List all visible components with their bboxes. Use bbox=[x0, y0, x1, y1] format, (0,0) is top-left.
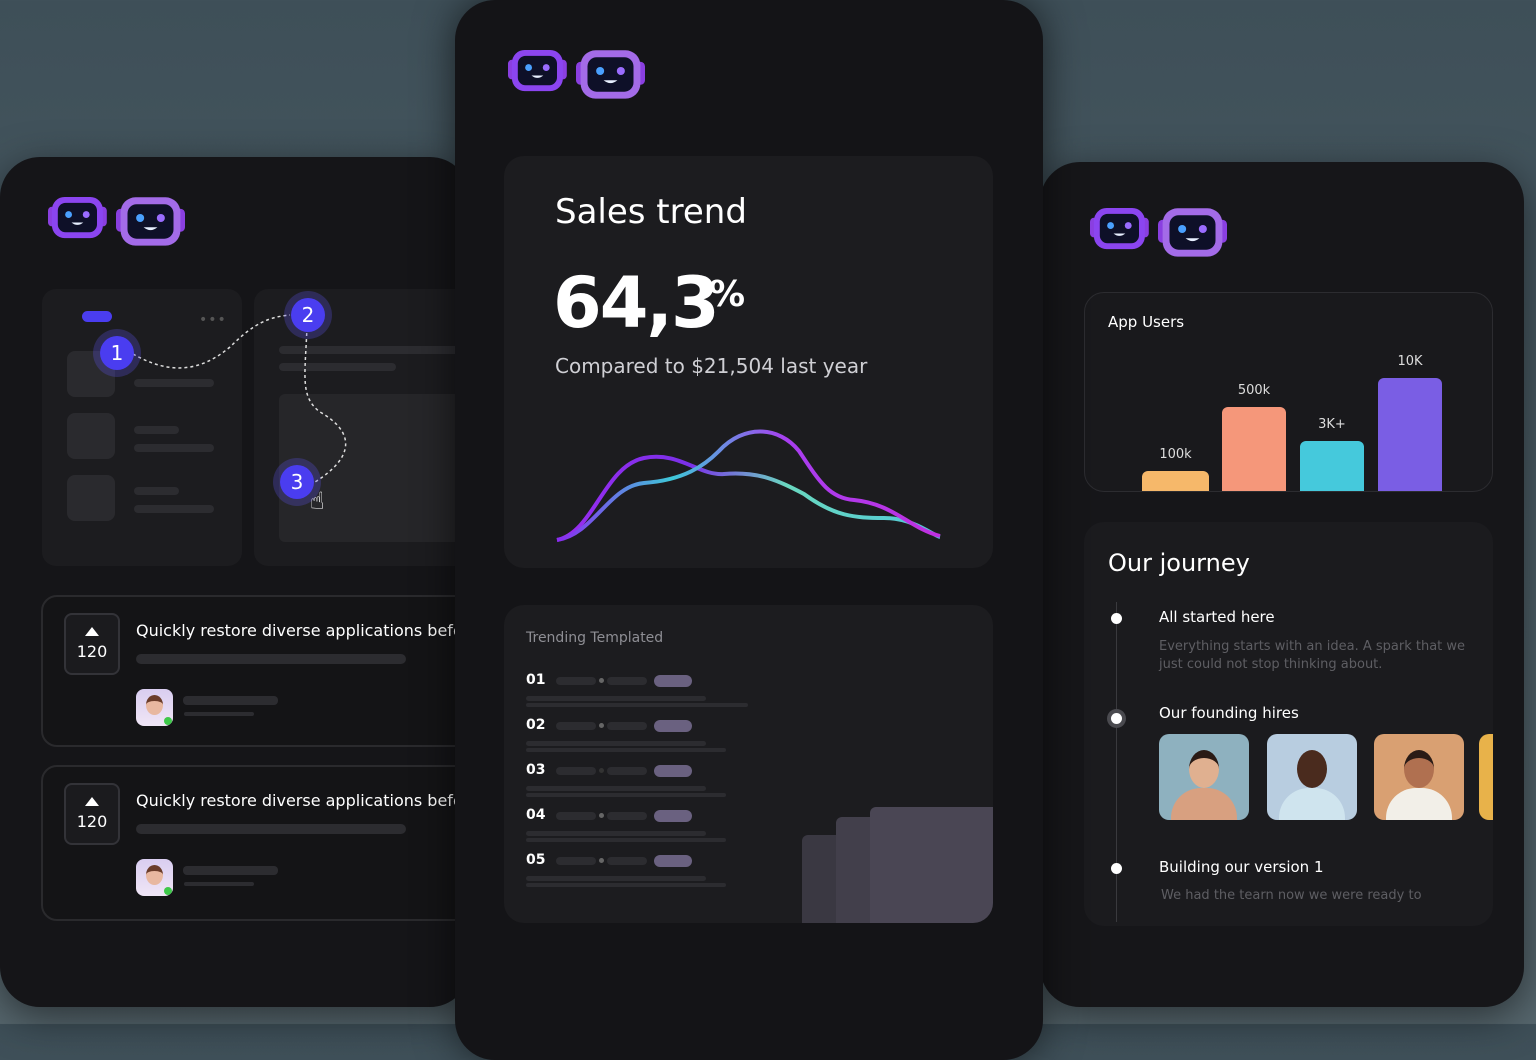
founder-photo[interactable] bbox=[1159, 734, 1249, 820]
upvote-button[interactable]: 120 bbox=[64, 613, 120, 675]
online-status-icon bbox=[164, 887, 172, 895]
online-status-icon bbox=[164, 717, 172, 725]
bar-label: 100k bbox=[1159, 447, 1192, 462]
post-title: Quickly restore diverse applications bef… bbox=[136, 791, 462, 810]
post-card[interactable]: 120 Quickly restore diverse applications… bbox=[41, 765, 470, 921]
step-3-marker[interactable]: 3 bbox=[280, 465, 314, 499]
timeline-step-title: Our founding hires bbox=[1159, 704, 1299, 722]
robot-logo-icon bbox=[508, 48, 658, 112]
post-card[interactable]: 120 Quickly restore diverse applications… bbox=[41, 595, 470, 747]
left-panel: ••• 1 2 3 ☝ 120 Quickly restore diverse … bbox=[0, 157, 470, 1007]
bar-10K bbox=[1378, 378, 1442, 491]
sales-value: 64,3 bbox=[553, 262, 720, 344]
upvote-icon bbox=[85, 627, 99, 636]
bar-label: 500k bbox=[1237, 383, 1271, 398]
vote-count: 120 bbox=[76, 642, 108, 661]
founder-photo[interactable] bbox=[1267, 734, 1357, 820]
tag-pill bbox=[654, 810, 692, 822]
trending-rank: 05 bbox=[526, 852, 546, 868]
trending-card: Trending Templated 01 02 03 04 05 bbox=[504, 605, 993, 923]
sales-trend-card: Sales trend 64,3 % Compared to $21,504 l… bbox=[504, 156, 993, 568]
trend-line-b bbox=[556, 429, 941, 542]
trending-rank: 01 bbox=[526, 672, 546, 688]
vote-count: 120 bbox=[76, 812, 108, 831]
sales-trend-lines bbox=[556, 429, 941, 542]
avatar bbox=[136, 689, 173, 726]
bar-label: 10K bbox=[1397, 354, 1423, 369]
trending-title: Trending Templated bbox=[526, 630, 664, 646]
bar-label: 3K+ bbox=[1318, 417, 1346, 432]
bar-100k bbox=[1142, 471, 1209, 491]
tag-pill bbox=[654, 720, 692, 732]
content-mock bbox=[254, 289, 470, 566]
timeline-step-title: All started here bbox=[1159, 608, 1275, 626]
center-panel: Sales trend 64,3 % Compared to $21,504 l… bbox=[455, 0, 1043, 1060]
template-preview[interactable] bbox=[870, 807, 993, 923]
robot-logo-icon bbox=[48, 195, 198, 259]
image-icon[interactable] bbox=[67, 413, 115, 459]
app-users-card: App Users 100k 500k 3K+ 10K bbox=[1084, 292, 1493, 492]
timeline-step-title: Building our version 1 bbox=[1159, 858, 1324, 876]
bar-3K+ bbox=[1300, 441, 1364, 491]
app-users-title: App Users bbox=[1108, 313, 1185, 331]
post-title: Quickly restore diverse applications bef… bbox=[136, 621, 462, 640]
robot-logo-icon bbox=[1090, 206, 1240, 270]
upvote-icon bbox=[85, 797, 99, 806]
sidebar-mock: ••• bbox=[42, 289, 242, 566]
trending-rank: 04 bbox=[526, 807, 546, 823]
trending-rank: 02 bbox=[526, 717, 546, 733]
trending-rank: 03 bbox=[526, 762, 546, 778]
timeline-step-text: We had the tearn now we were ready to bbox=[1161, 888, 1422, 903]
hand-cursor-icon: ☝ bbox=[310, 487, 325, 515]
right-panel: App Users 100k 500k 3K+ 10K Our journey All… bbox=[1040, 162, 1524, 1007]
timeline-dot-active bbox=[1111, 713, 1122, 724]
journey-card: Our journey All started here Everything … bbox=[1084, 522, 1493, 926]
bar-chart: 100k 500k 3K+ 10K bbox=[1085, 293, 1492, 491]
upvote-button[interactable]: 120 bbox=[64, 783, 120, 845]
timeline-dot bbox=[1111, 863, 1122, 874]
tag-pill bbox=[654, 765, 692, 777]
timeline-step-text: Everything starts with an idea. A spark … bbox=[1159, 639, 1466, 672]
pie-chart-icon[interactable] bbox=[67, 475, 115, 521]
onboarding-path bbox=[132, 314, 347, 483]
sales-trend-title: Sales trend bbox=[555, 192, 747, 232]
timeline-dot bbox=[1111, 613, 1122, 624]
trend-line-a bbox=[556, 454, 941, 542]
tag-pill bbox=[654, 855, 692, 867]
step-2-marker[interactable]: 2 bbox=[291, 298, 325, 332]
tag-pill bbox=[654, 675, 692, 687]
timeline-line bbox=[1116, 602, 1117, 922]
founder-photo[interactable] bbox=[1479, 734, 1493, 820]
journey-title: Our journey bbox=[1108, 549, 1250, 577]
sales-comparison: Compared to $21,504 last year bbox=[555, 354, 868, 378]
active-indicator bbox=[82, 311, 112, 322]
step-1-marker[interactable]: 1 bbox=[100, 336, 134, 370]
founder-photo[interactable] bbox=[1374, 734, 1464, 820]
more-icon[interactable]: ••• bbox=[199, 312, 227, 328]
sales-unit: % bbox=[709, 274, 746, 315]
bar-500k bbox=[1222, 407, 1286, 491]
avatar bbox=[136, 859, 173, 896]
